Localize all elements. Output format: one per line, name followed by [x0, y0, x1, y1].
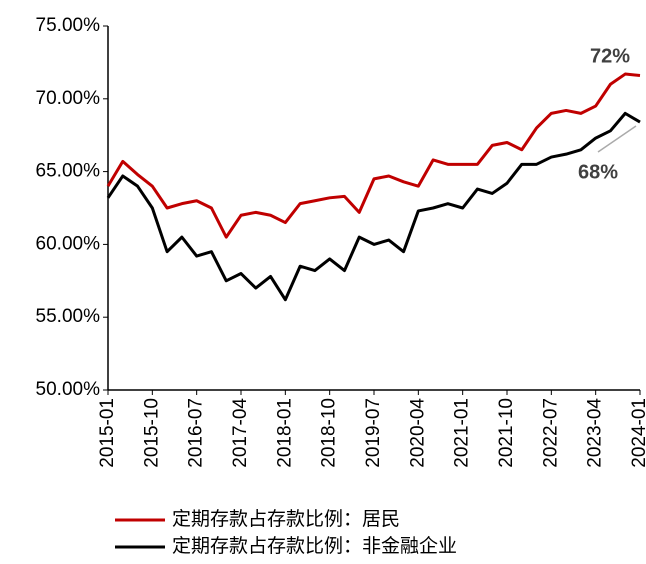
x-tick-label: 2017-04	[230, 398, 251, 468]
x-tick-label: 2021-10	[496, 398, 517, 468]
y-tick-label: 75.00%	[36, 15, 101, 36]
annotation: 68%	[578, 161, 618, 183]
y-tick-label: 60.00%	[36, 233, 101, 254]
series-line	[106, 111, 641, 302]
x-tick-label: 2015-10	[141, 398, 162, 468]
x-tick-label: 2020-04	[407, 398, 428, 468]
x-tick-label: 2023-04	[585, 398, 606, 468]
x-tick-label: 2015-01	[97, 398, 118, 468]
y-tick-label: 55.00%	[36, 306, 101, 327]
x-tick-label: 2022-07	[540, 398, 561, 468]
x-tick-label: 2021-01	[452, 398, 473, 468]
x-tick-label: 2018-10	[319, 398, 340, 468]
y-tick-label: 70.00%	[36, 88, 101, 109]
x-tick-label: 2018-01	[274, 398, 295, 468]
legend-label: 定期存款占存款比例：非金融企业	[172, 535, 457, 557]
y-tick-label: 65.00%	[36, 161, 101, 182]
legend-label: 定期存款占存款比例：居民	[172, 508, 400, 530]
x-tick-label: 2016-07	[186, 398, 207, 468]
y-tick-label: 50.00%	[36, 379, 101, 400]
series-line	[106, 72, 641, 239]
x-tick-label: 2019-07	[363, 398, 384, 468]
x-tick-label: 2024-01	[629, 398, 646, 468]
annotation: 72%	[590, 45, 630, 67]
annotation-pointer	[597, 125, 637, 153]
